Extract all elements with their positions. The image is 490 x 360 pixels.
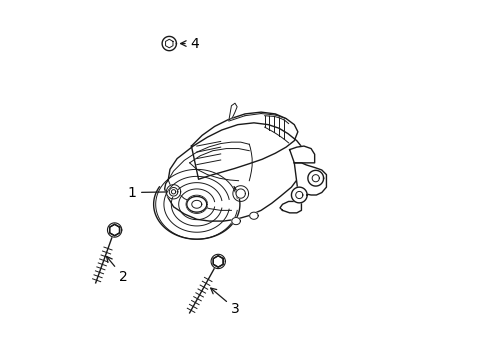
Polygon shape [166, 39, 173, 48]
Polygon shape [162, 36, 176, 51]
Polygon shape [294, 163, 326, 195]
Polygon shape [172, 190, 176, 194]
Polygon shape [211, 254, 225, 269]
Polygon shape [308, 170, 323, 186]
Text: 3: 3 [211, 288, 240, 316]
Polygon shape [236, 189, 245, 198]
Polygon shape [187, 197, 207, 212]
Polygon shape [229, 103, 237, 120]
Text: 4: 4 [181, 37, 199, 50]
Text: 1: 1 [127, 185, 175, 199]
Polygon shape [167, 185, 181, 199]
Polygon shape [233, 186, 248, 202]
Polygon shape [290, 146, 315, 163]
Polygon shape [250, 212, 258, 219]
Polygon shape [169, 188, 178, 196]
Polygon shape [107, 223, 122, 237]
Polygon shape [213, 256, 223, 267]
Polygon shape [280, 202, 301, 213]
Polygon shape [292, 187, 307, 203]
Polygon shape [232, 217, 241, 225]
Polygon shape [110, 224, 120, 236]
Text: 2: 2 [106, 256, 128, 284]
Polygon shape [165, 123, 306, 221]
Polygon shape [192, 112, 298, 179]
